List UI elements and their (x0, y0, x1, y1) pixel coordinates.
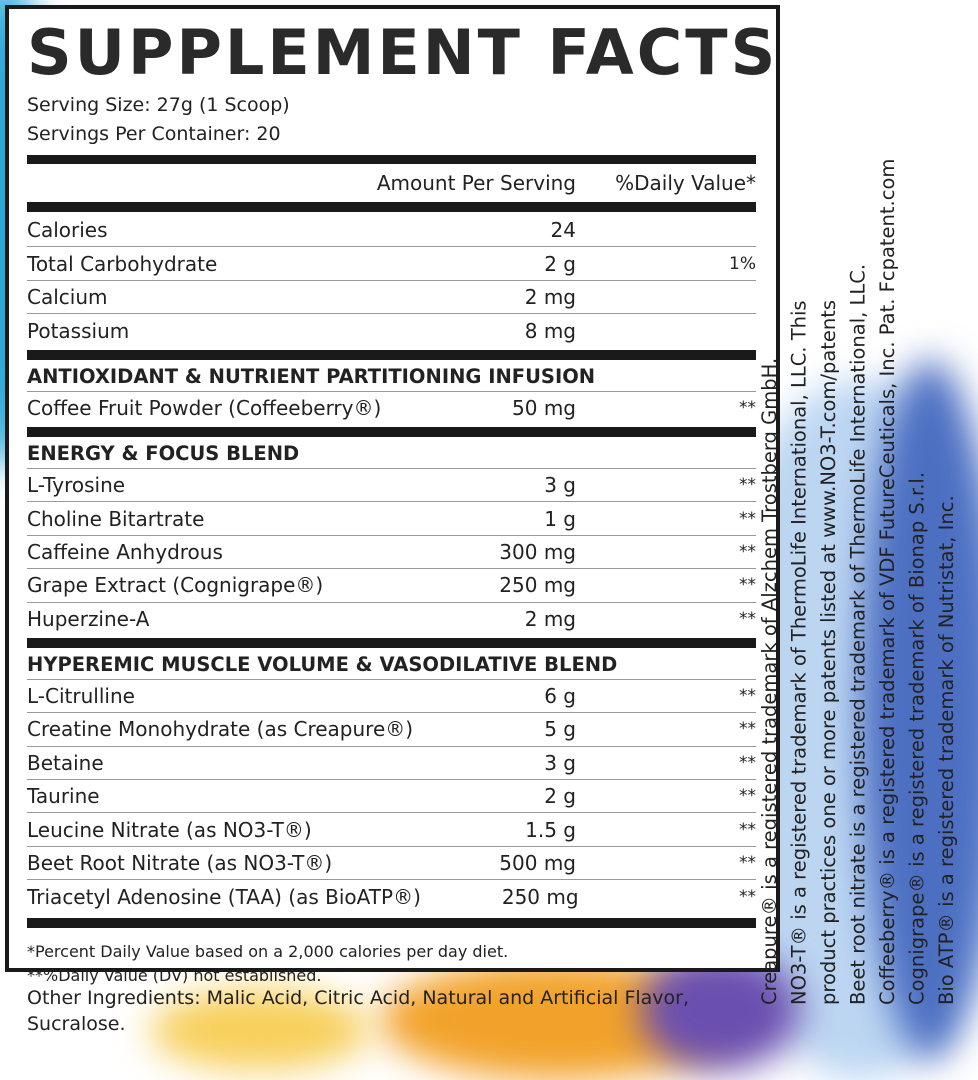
nutrient-row: Triacetyl Adenosine (TAA) (as BioATP®) 25… (27, 880, 756, 913)
nutrient-amount: 300 mg (499, 539, 576, 564)
amount-header: Amount Per Serving (376, 171, 576, 195)
nutrient-row: Caffeine Anhydrous 300 mg ** (27, 536, 756, 570)
section-title: ANTIOXIDANT & NUTRIENT PARTITIONING INFU… (27, 362, 756, 392)
daily-value: ** (739, 719, 756, 740)
daily-value: ** (739, 853, 756, 874)
nutrient-row: Calories 24 (27, 214, 756, 248)
nutrient-amount: 2 g (544, 784, 576, 809)
nutrient-name: Calories (27, 218, 108, 243)
nutrient-row: Calcium 2 mg (27, 281, 756, 315)
nutrient-amount: 8 mg (524, 318, 576, 343)
nutrient-name: Total Carbohydrate (27, 251, 218, 276)
daily-value: 1% (729, 253, 756, 274)
nutrient-name: Taurine (27, 784, 100, 809)
nutrient-row: Taurine 2 g ** (27, 780, 756, 814)
nutrient-name: Choline Bitartrate (27, 506, 205, 531)
section-title: ENERGY & FOCUS BLEND (27, 439, 756, 469)
trademark-line: Bio ATP® is a registered trademark of Nu… (935, 495, 958, 1005)
daily-value: ** (739, 398, 756, 419)
divider-bar (27, 155, 756, 164)
divider-bar (27, 917, 756, 928)
nutrient-name: Leucine Nitrate (as NO3-T®) (27, 817, 312, 842)
serving-size: Serving Size: 27g (1 Scoop) (27, 94, 290, 116)
nutrient-name: Caffeine Anhydrous (27, 539, 223, 564)
supplement-facts-panel: SUPPLEMENT FACTS Serving Size: 27g (1 Sco… (5, 5, 780, 985)
nutrient-name: L-Citrulline (27, 684, 135, 709)
nutrient-amount: 2 mg (524, 607, 576, 632)
divider-bar (27, 426, 756, 437)
nutrient-row: Choline Bitartrate 1 g ** (27, 502, 756, 536)
servings-per-container: Servings Per Container: 20 (27, 123, 281, 145)
trademark-line: product practices one or more patents li… (817, 300, 840, 1005)
nutrient-amount: 5 g (544, 717, 576, 742)
nutrient-amount: 250 mg (499, 573, 576, 598)
nutrient-amount: 2 mg (524, 284, 576, 309)
nutrient-row: Betaine 3 g ** (27, 747, 756, 781)
daily-value: ** (739, 508, 756, 529)
nutrient-name: Betaine (27, 750, 104, 775)
nutrient-name: Triacetyl Adenosine (TAA) (as BioATP®) (27, 884, 421, 909)
nutrient-row: Huperzine-A 2 mg ** (27, 603, 756, 636)
daily-value: ** (739, 686, 756, 707)
nutrient-amount: 50 mg (512, 396, 576, 421)
nutrient-amount: 500 mg (499, 851, 576, 876)
trademark-line: Creapure® is a registered trademark of A… (758, 358, 781, 1005)
divider-bar (27, 637, 756, 648)
nutrient-row: Grape Extract (Cognigrape®) 250 mg ** (27, 569, 756, 603)
nutrient-amount: 1.5 g (525, 817, 576, 842)
trademark-line: NO3-T® is a registered trademark of Ther… (788, 300, 811, 1005)
divider-bar (27, 202, 756, 212)
nutrient-name: Grape Extract (Cognigrape®) (27, 573, 324, 598)
footnote: *Percent Daily Value based on a 2,000 ca… (27, 941, 509, 961)
daily-value: ** (739, 475, 756, 496)
nutrient-name: Beet Root Nitrate (as NO3-T®) (27, 851, 333, 876)
daily-value: ** (739, 786, 756, 807)
panel-title: SUPPLEMENT FACTS (27, 16, 779, 89)
paint-blob (860, 360, 978, 1060)
nutrient-row: Coffee Fruit Powder (Coffeeberry®) 50 mg *… (27, 392, 756, 425)
nutrient-row: Total Carbohydrate 2 g 1% (27, 247, 756, 281)
nutrient-row: Creatine Monohydrate (as Creapure®) 5 g ** (27, 713, 756, 747)
trademark-notes: Creapure® is a registered trademark of A… (758, 159, 958, 1005)
nutrient-name: Creatine Monohydrate (as Creapure®) (27, 717, 414, 742)
nutrient-name: Coffee Fruit Powder (Coffeeberry®) (27, 396, 382, 421)
nutrient-name: Calcium (27, 284, 108, 309)
daily-value: ** (739, 575, 756, 596)
nutrient-row: L-Citrulline 6 g ** (27, 680, 756, 714)
nutrient-amount: 6 g (544, 684, 576, 709)
dv-header: %Daily Value* (615, 171, 756, 195)
section-title: HYPEREMIC MUSCLE VOLUME & VASODILATIVE B… (27, 650, 756, 680)
divider-bar (27, 349, 756, 360)
other-ingredients: Other Ingredients: Malic Acid, Citric Ac… (27, 987, 690, 1035)
trademark-line: Beet root nitrate is a registered tradem… (847, 264, 870, 1005)
nutrient-amount: 1 g (544, 506, 576, 531)
daily-value: ** (739, 609, 756, 630)
nutrient-amount: 3 g (544, 750, 576, 775)
daily-value: ** (739, 541, 756, 562)
daily-value: ** (739, 752, 756, 773)
nutrient-name: L-Tyrosine (27, 473, 126, 498)
nutrient-row: Potassium 8 mg (27, 314, 756, 347)
daily-value: ** (739, 886, 756, 907)
nutrient-row: L-Tyrosine 3 g ** (27, 469, 756, 503)
trademark-line: Coffeeberry® is a registered trademark o… (876, 159, 899, 1005)
column-header: Amount Per Serving %Daily Value* (27, 164, 756, 202)
nutrient-amount: 3 g (544, 473, 576, 498)
nutrient-amount: 2 g (544, 251, 576, 276)
nutrient-amount: 250 mg (501, 884, 579, 909)
footnote: **%Daily Value (DV) not established. (27, 965, 322, 985)
trademark-line: Cognigrape® is a registered trademark of… (906, 472, 929, 1005)
nutrient-row: Leucine Nitrate (as NO3-T®) 1.5 g ** (27, 813, 756, 847)
daily-value: ** (739, 819, 756, 840)
nutrient-name: Huperzine-A (27, 607, 150, 632)
nutrient-row: Beet Root Nitrate (as NO3-T®) 500 mg ** (27, 847, 756, 881)
nutrient-name: Potassium (27, 318, 130, 343)
nutrient-amount: 24 (550, 218, 576, 243)
